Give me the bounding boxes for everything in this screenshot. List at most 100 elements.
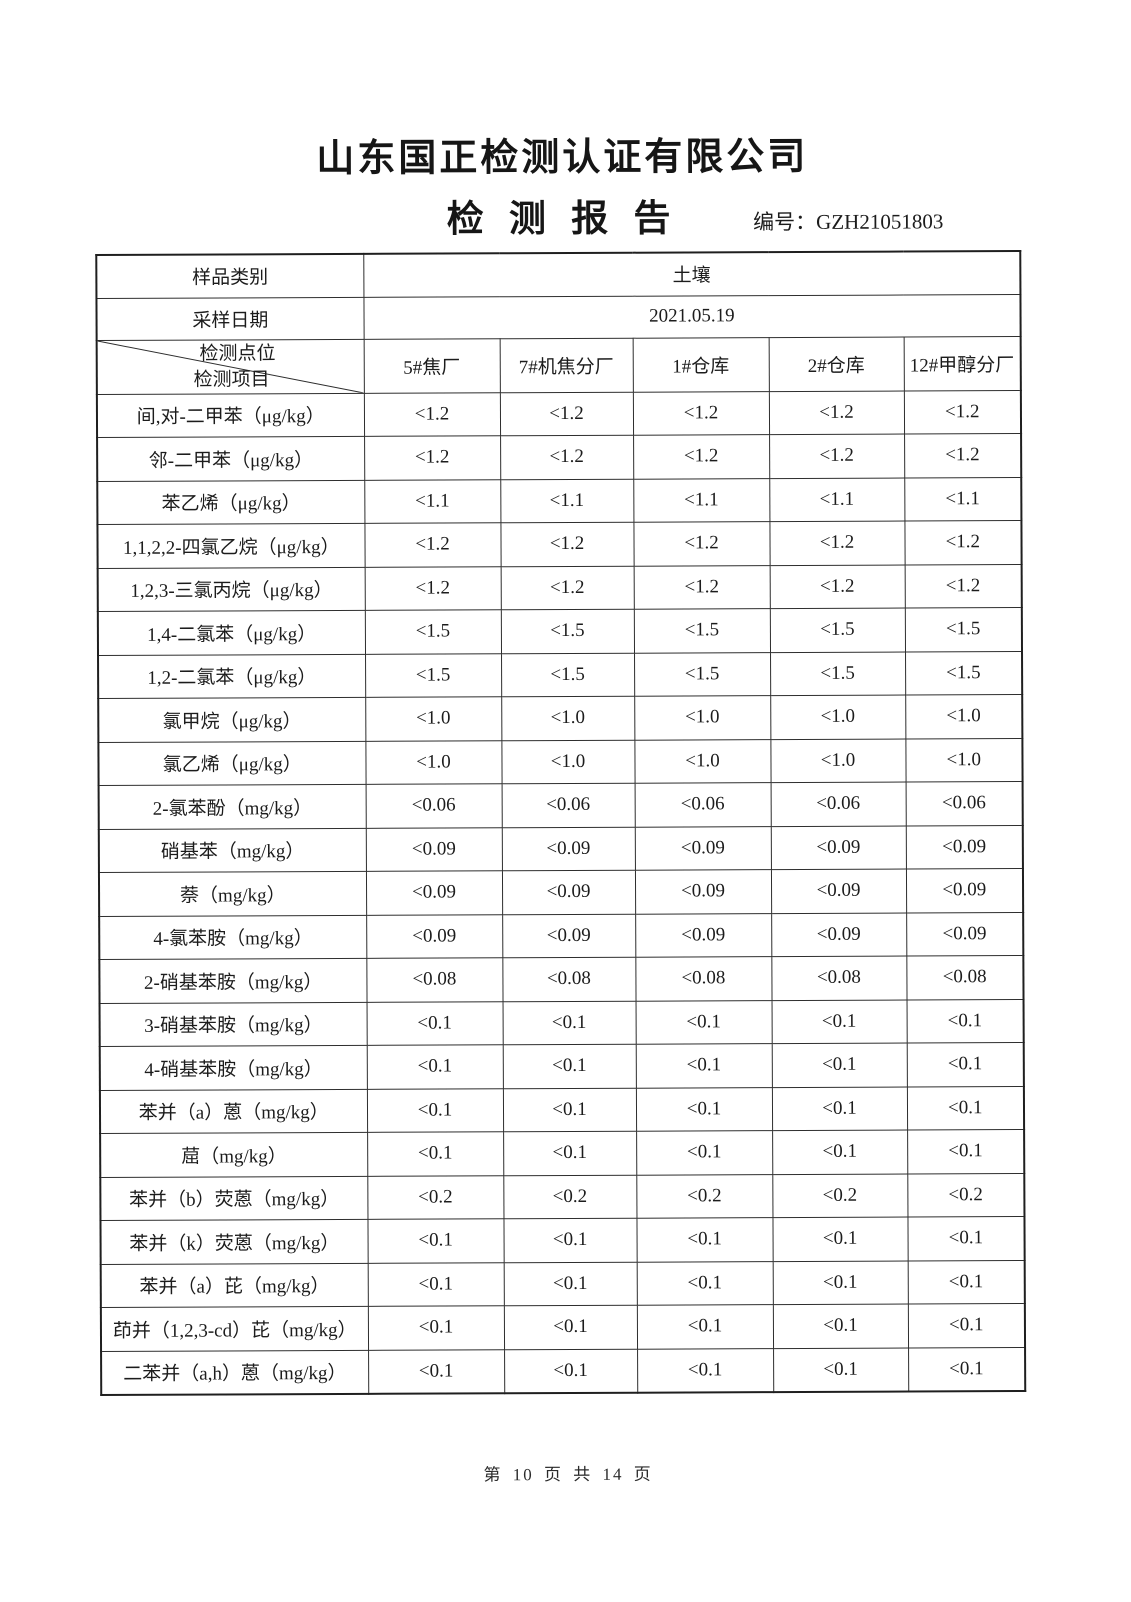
result-value: <0.1 xyxy=(367,1305,505,1350)
result-value: <1.0 xyxy=(770,738,906,783)
result-value: <1.2 xyxy=(500,522,634,567)
result-value: <1.2 xyxy=(904,564,1022,609)
report-number-value: GZH21051803 xyxy=(816,209,944,234)
result-value: <0.1 xyxy=(503,1261,637,1306)
result-row: 萘（mg/kg） <0.09 <0.09 <0.09 <0.09 <0.09 xyxy=(98,868,1024,917)
result-value: <0.09 xyxy=(366,914,503,959)
result-value: <0.1 xyxy=(366,1088,504,1133)
result-row: 苯并（k）荧蒽（mg/kg） <0.1 <0.1 <0.1 <0.1 <0.1 xyxy=(100,1216,1025,1265)
result-value: <1.0 xyxy=(365,696,502,741)
result-value: <0.09 xyxy=(770,825,906,870)
result-value: <1.1 xyxy=(500,478,634,523)
result-value: <0.1 xyxy=(635,1000,772,1045)
result-value: <1.5 xyxy=(905,651,1023,696)
result-value: <1.0 xyxy=(905,738,1023,783)
site-column-header: 7#机焦分厂 xyxy=(499,337,633,393)
result-value: <1.0 xyxy=(634,739,771,784)
page-footer: 第 10 页 共 14 页 xyxy=(483,1464,653,1485)
result-value: <1.5 xyxy=(634,652,771,697)
result-value: <0.2 xyxy=(636,1174,773,1219)
result-row: 苯并（b）荧蒽（mg/kg） <0.2 <0.2 <0.2 <0.2 <0.2 xyxy=(100,1173,1025,1221)
result-value: <0.1 xyxy=(504,1348,638,1393)
result-value: <1.2 xyxy=(633,565,770,610)
result-value: <0.1 xyxy=(908,1346,1026,1392)
result-value: <0.09 xyxy=(770,869,907,914)
result-value: <0.1 xyxy=(367,1131,504,1176)
result-value: <0.1 xyxy=(503,1305,638,1350)
result-row: 3-硝基苯胺（mg/kg） <0.1 <0.1 <0.1 <0.1 <0.1 xyxy=(99,999,1024,1047)
result-value: <0.09 xyxy=(634,826,771,871)
result-value: <0.09 xyxy=(635,913,772,958)
result-value: <0.09 xyxy=(502,913,636,958)
result-value: <0.06 xyxy=(905,781,1023,826)
result-value: <0.2 xyxy=(907,1173,1025,1218)
result-value: <0.09 xyxy=(634,869,772,914)
analyte-label: 1,2-二氯苯（μg/kg） xyxy=(98,653,366,699)
result-value: <0.08 xyxy=(635,956,772,1001)
result-row: 邻-二甲苯（μg/kg） <1.2 <1.2 <1.2 <1.2 <1.2 xyxy=(97,433,1022,482)
result-value: <1.0 xyxy=(501,739,635,784)
result-value: <0.06 xyxy=(770,782,906,827)
result-value: <0.1 xyxy=(636,1304,774,1349)
result-value: <1.2 xyxy=(500,565,634,610)
result-value: <0.1 xyxy=(502,1000,636,1045)
report-number-label: 编号： xyxy=(753,209,817,235)
result-value: <1.0 xyxy=(634,695,771,740)
result-value: <1.2 xyxy=(769,434,905,479)
result-value: <1.5 xyxy=(365,653,502,698)
result-row: 二苯并（a,h）蒽（mg/kg） <0.1 <0.1 <0.1 <0.1 <0.1 xyxy=(101,1346,1026,1395)
analyte-label: 4-硝基苯胺（mg/kg） xyxy=(99,1045,367,1091)
analyte-label: 苯并（k）荧蒽（mg/kg） xyxy=(100,1219,368,1265)
analyte-label: 苯并（b）荧蒽（mg/kg） xyxy=(100,1175,368,1221)
result-value: <0.1 xyxy=(368,1349,505,1394)
analyte-label: 二苯并（a,h）蒽（mg/kg） xyxy=(101,1349,369,1395)
result-value: <0.09 xyxy=(771,912,907,957)
site-column-header: 2#仓库 xyxy=(768,336,904,392)
result-value: <0.2 xyxy=(367,1175,504,1220)
result-value: <1.5 xyxy=(904,607,1023,652)
result-value: <0.09 xyxy=(905,868,1024,913)
result-value: <1.0 xyxy=(770,695,906,740)
results-table: 样品类别 土壤 采样日期 2021.05.19 检测点位 检测项目 5#焦厂 7 xyxy=(95,250,1027,1396)
analyte-label: 萘（mg/kg） xyxy=(98,871,367,917)
result-row: 4-氯苯胺（mg/kg） <0.09 <0.09 <0.09 <0.09 <0.09 xyxy=(99,912,1024,960)
site-column-header: 5#焦厂 xyxy=(363,338,500,393)
result-value: <0.08 xyxy=(771,956,907,1001)
result-value: <0.1 xyxy=(366,1001,503,1046)
result-row: 4-硝基苯胺（mg/kg） <0.1 <0.1 <0.1 <0.1 <0.1 xyxy=(99,1042,1024,1091)
result-value: <0.2 xyxy=(503,1174,637,1219)
result-value: <0.1 xyxy=(907,1216,1025,1261)
result-row: 间,对-二甲苯（μg/kg） <1.2 <1.2 <1.2 <1.2 <1.2 xyxy=(96,390,1022,438)
sample-date-row: 采样日期 2021.05.19 xyxy=(96,294,1021,341)
result-value: <1.2 xyxy=(633,521,770,566)
result-value: <0.09 xyxy=(501,870,636,915)
result-value: <0.1 xyxy=(502,1044,636,1089)
result-value: <1.2 xyxy=(499,391,634,436)
result-value: <1.1 xyxy=(364,479,501,524)
result-value: <0.1 xyxy=(367,1218,504,1263)
report-title: 检 测 报 告 xyxy=(446,198,679,241)
result-value: <1.2 xyxy=(363,392,501,437)
result-value: <0.09 xyxy=(365,870,503,915)
analyte-label: 3-硝基苯胺（mg/kg） xyxy=(99,1001,367,1047)
result-value: <0.1 xyxy=(637,1348,774,1393)
result-value: <0.09 xyxy=(365,827,502,872)
result-value: <1.2 xyxy=(632,391,770,436)
corner-top-label: 检测点位 xyxy=(199,342,276,365)
result-value: <0.06 xyxy=(365,783,502,828)
analyte-label: 茚并（1,2,3-cd）芘（mg/kg） xyxy=(100,1306,369,1352)
analyte-label: 氯甲烷（μg/kg） xyxy=(98,697,366,743)
result-value: <1.2 xyxy=(769,521,905,566)
result-value: <1.2 xyxy=(768,390,905,435)
result-value: <1.5 xyxy=(633,608,771,653)
result-value: <1.2 xyxy=(769,564,905,609)
result-value: <1.5 xyxy=(500,609,635,654)
result-value: <0.1 xyxy=(635,1087,773,1132)
result-row: 䓛（mg/kg） <0.1 <0.1 <0.1 <0.1 <0.1 xyxy=(100,1129,1025,1178)
result-value: <0.1 xyxy=(907,1303,1026,1348)
analyte-label: 苯并（a）芘（mg/kg） xyxy=(100,1262,368,1308)
result-value: <1.1 xyxy=(633,478,770,523)
result-value: <0.1 xyxy=(771,1043,907,1088)
result-value: <0.09 xyxy=(906,912,1024,957)
